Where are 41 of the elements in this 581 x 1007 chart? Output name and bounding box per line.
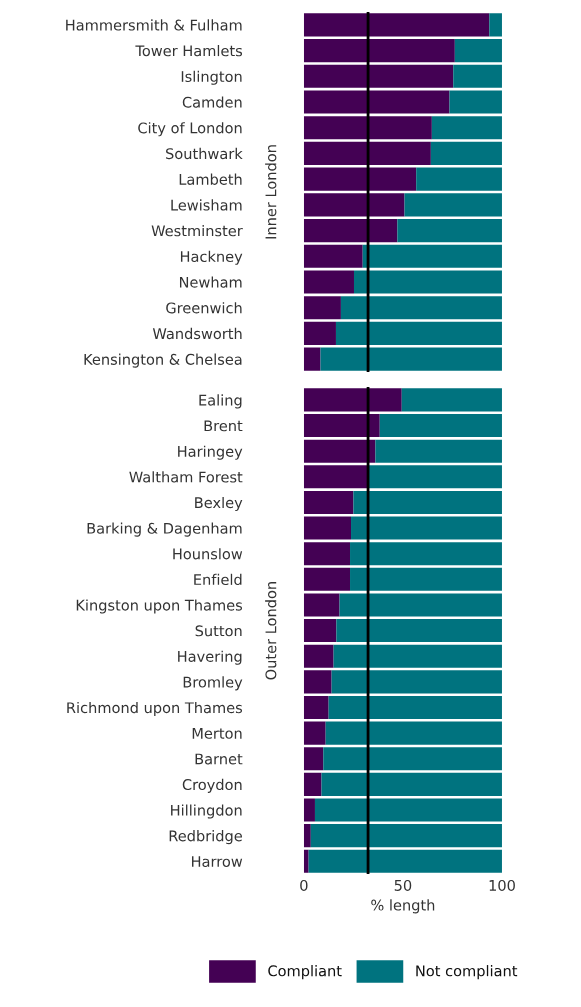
y-tick-label: Hillingdon bbox=[171, 804, 242, 819]
y-tick-label: City of London bbox=[138, 122, 242, 137]
y-tick-label: Bromley bbox=[183, 676, 243, 691]
y-tick-label: Richmond upon Thames bbox=[67, 701, 243, 717]
text: Outer London bbox=[265, 582, 277, 680]
y-tick-label: Lambeth bbox=[179, 173, 242, 185]
x-tick-label: 50 bbox=[394, 879, 412, 891]
legend-label: Compliant bbox=[268, 965, 342, 980]
x-tick-label: 0 bbox=[300, 879, 308, 891]
legend-label: Not compliant bbox=[416, 965, 518, 980]
y-tick-label: Hackney bbox=[180, 250, 243, 265]
y-tick-label: Enfield bbox=[194, 573, 242, 586]
y-tick-label: Redbridge bbox=[169, 830, 242, 845]
y-tick-label: Newham bbox=[179, 276, 242, 288]
text: Inner London bbox=[265, 145, 277, 239]
y-tick-label: Tower Hamlets bbox=[135, 45, 243, 57]
y-tick-label: Hounslow bbox=[173, 548, 243, 560]
y-tick-label: Waltham Forest bbox=[129, 471, 243, 483]
y-tick-label: Merton bbox=[192, 728, 242, 739]
y-tick-label: Bexley bbox=[195, 496, 243, 511]
y-tick-label: Brent bbox=[204, 420, 243, 432]
y-tick-label: Haringey bbox=[178, 445, 243, 460]
y-tick-label: Havering bbox=[178, 650, 242, 665]
y-tick-label: Hammersmith & Fulham bbox=[66, 19, 242, 31]
y-tick-label: Lewisham bbox=[171, 199, 242, 211]
y-tick-label: Sutton bbox=[195, 625, 242, 637]
y-tick-label: Camden bbox=[182, 96, 242, 108]
y-tick-label: Harrow bbox=[192, 856, 243, 868]
y-tick-label: Kingston upon Thames bbox=[76, 599, 243, 614]
y-tick-label: Islington bbox=[181, 70, 242, 85]
y-tick-label: Kensington & Chelsea bbox=[84, 353, 242, 368]
y-tick-label: Westminster bbox=[151, 225, 243, 237]
y-tick-label: Wandsworth bbox=[152, 327, 242, 340]
y-tick-label: Croydon bbox=[182, 778, 242, 793]
y-tick-label: Barking & Dagenham bbox=[87, 522, 242, 537]
y-tick-label: Greenwich bbox=[166, 302, 242, 314]
y-tick-label: Barnet bbox=[195, 753, 243, 765]
y-tick-label: Ealing bbox=[199, 394, 242, 409]
x-tick-label: 100 bbox=[489, 879, 515, 891]
y-tick-label: Southwark bbox=[166, 147, 243, 160]
x-axis-title: % length bbox=[371, 899, 435, 914]
